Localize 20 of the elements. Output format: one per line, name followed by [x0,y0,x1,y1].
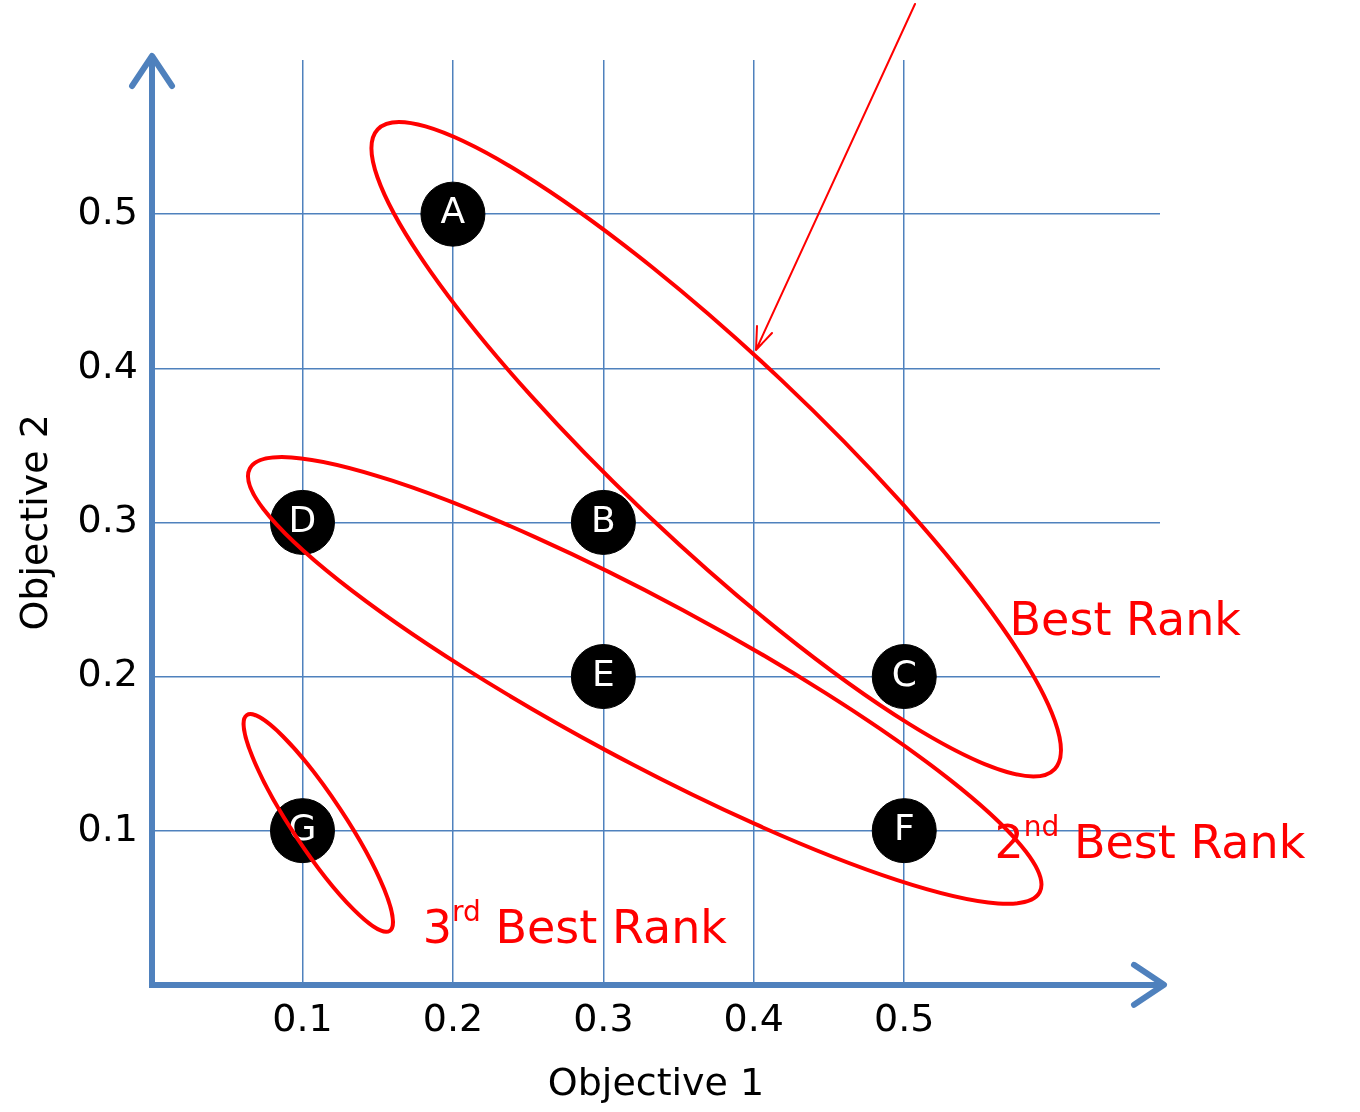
y-tick-label: 0.1 [77,805,139,850]
y-tick-label: 0.5 [77,189,139,234]
y-tick-label: 0.4 [77,343,139,388]
y-tick-label: 0.3 [77,497,139,542]
annotation: B [591,498,616,540]
y-axis-title: Objective 2 [11,414,56,631]
x-tick-label: 0.1 [272,996,333,1041]
x-tick-label: 0.5 [874,996,935,1041]
x-axis-title: Objective 1 [547,1060,765,1105]
x-tick-label: 0.4 [723,996,785,1041]
y-tick-label: 0.2 [77,651,139,696]
annotation: C [891,652,917,694]
point [871,798,937,864]
annotation: E [591,652,615,694]
annotation: A [440,190,466,232]
annotation: Best Rank [1009,591,1242,646]
annotation: D [288,498,317,540]
x-tick-label: 0.2 [422,996,484,1041]
x-tick-label: 0.3 [573,996,634,1041]
annotation: F [893,807,915,849]
